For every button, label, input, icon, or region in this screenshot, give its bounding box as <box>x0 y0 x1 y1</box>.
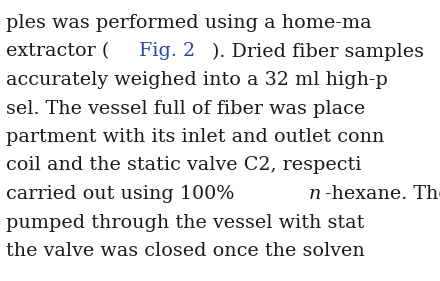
Text: pumped through the vessel with stat: pumped through the vessel with stat <box>6 214 364 232</box>
Text: accurately weighed into a 32 ml high-p: accurately weighed into a 32 ml high-p <box>6 71 388 89</box>
Text: -hexane. The: -hexane. The <box>325 185 440 203</box>
Text: n: n <box>308 185 321 203</box>
Text: extractor (: extractor ( <box>6 42 109 60</box>
Text: ples was performed using a home-ma: ples was performed using a home-ma <box>6 14 372 32</box>
Text: partment with its inlet and outlet conn: partment with its inlet and outlet conn <box>6 128 385 146</box>
Text: Fig. 2: Fig. 2 <box>139 42 195 60</box>
Text: sel. The vessel full of fiber was place: sel. The vessel full of fiber was place <box>6 99 365 117</box>
Text: the valve was closed once the solven: the valve was closed once the solven <box>6 242 365 260</box>
Text: ). Dried fiber samples: ). Dried fiber samples <box>212 42 424 61</box>
Text: coil and the static valve C2, respecti: coil and the static valve C2, respecti <box>6 157 362 175</box>
Text: carried out using 100%: carried out using 100% <box>6 185 241 203</box>
